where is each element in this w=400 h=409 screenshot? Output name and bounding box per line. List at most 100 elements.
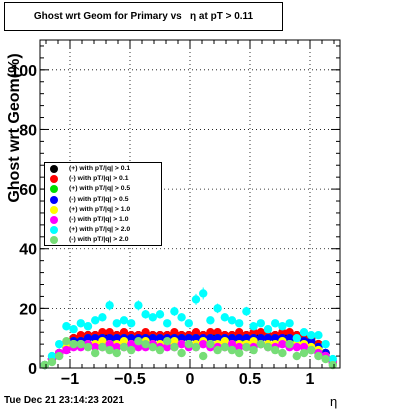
y-axis-label: Ghost wrt Geom(%) [6,53,23,203]
data-point [314,351,323,361]
data-point [155,345,165,355]
y-tick-label: 80 [19,122,37,139]
data-point [235,348,244,358]
data-point [91,348,100,358]
series-layer [40,287,337,370]
legend-marker [50,226,58,235]
data-point [307,336,316,346]
data-point [199,289,208,298]
data-point [191,295,201,304]
y-tick-label: 60 [19,182,37,199]
data-point [299,348,309,358]
data-point [285,319,294,328]
datestamp: Tue Dec 21 23:14:23 2021 [4,395,124,406]
data-point [191,342,201,352]
data-point [220,336,229,346]
data-point [69,325,78,334]
data-point [148,342,157,352]
data-point [98,313,107,322]
data-point [55,351,64,361]
series-3 [40,333,337,370]
data-point [206,316,215,325]
data-point [62,345,71,355]
legend-marker [50,216,58,224]
legend-label: (-) with pT/|q| > 0.5 [69,195,129,203]
data-point [170,342,179,352]
data-point [163,342,172,352]
y-tick-label: 40 [19,242,37,259]
data-point [105,333,114,343]
data-point [98,342,107,352]
data-point [299,328,309,337]
data-point [112,348,122,358]
legend-marker [50,236,58,245]
data-point [227,333,237,343]
data-point [263,342,273,352]
data-point [242,307,251,316]
series-7 [40,336,337,370]
data-point [148,313,157,322]
data-point [163,319,172,328]
legend-label: (-) with pT/|q| > 2.0 [69,236,129,244]
data-point [213,345,222,355]
data-point [184,333,193,343]
y-tick-label: 100 [10,63,37,80]
data-point [119,328,129,337]
legend-marker [50,175,58,184]
data-point [249,322,258,331]
data-point [227,339,237,349]
data-point [76,331,86,340]
ticklabel-layer: −1 −0.5 0 0.5 1 0 20 40 60 80 100 [10,63,314,388]
data-point [256,333,265,343]
data-point [69,339,78,349]
data-point [206,328,215,337]
data-point [155,333,165,343]
data-point [263,333,273,343]
legend-label: (+) with pT/|q| > 2.0 [69,226,131,234]
data-point [235,342,244,352]
data-point [256,319,265,328]
data-point [285,333,294,343]
x-tick-label: 1 [306,371,315,388]
data-point [278,322,287,331]
data-point [213,328,222,337]
data-point [112,333,122,343]
data-point [98,336,107,346]
data-point [220,342,229,352]
data-point [62,322,71,331]
data-point [76,339,86,349]
x-tick-label: 0 [186,371,195,388]
data-point [62,336,71,346]
data-point [321,354,330,364]
data-point [213,304,222,313]
data-point [47,351,57,361]
tick-layer [40,40,340,369]
data-point [278,328,287,337]
data-point [256,328,265,337]
data-point [278,348,287,358]
x-tick-label: −1 [61,371,79,388]
data-point [249,345,258,355]
data-point [112,342,122,352]
data-point [127,319,136,328]
data-point [220,313,229,322]
data-point [134,336,143,346]
data-point [328,360,337,370]
data-point [242,333,251,343]
data-point [91,316,100,325]
data-point [76,319,86,328]
data-point [263,325,273,334]
data-point [55,339,64,349]
data-point [148,333,157,343]
data-point [235,328,244,337]
data-point [177,333,186,343]
legend-label: (+) with pT/|q| > 0.5 [69,185,131,193]
data-point [112,319,122,328]
data-point [292,342,301,352]
data-point [170,307,179,316]
data-point [321,339,330,349]
legend-label: (-) with pT/|q| > 0.1 [69,175,129,183]
legend-marker [50,195,58,204]
data-point [235,333,244,343]
